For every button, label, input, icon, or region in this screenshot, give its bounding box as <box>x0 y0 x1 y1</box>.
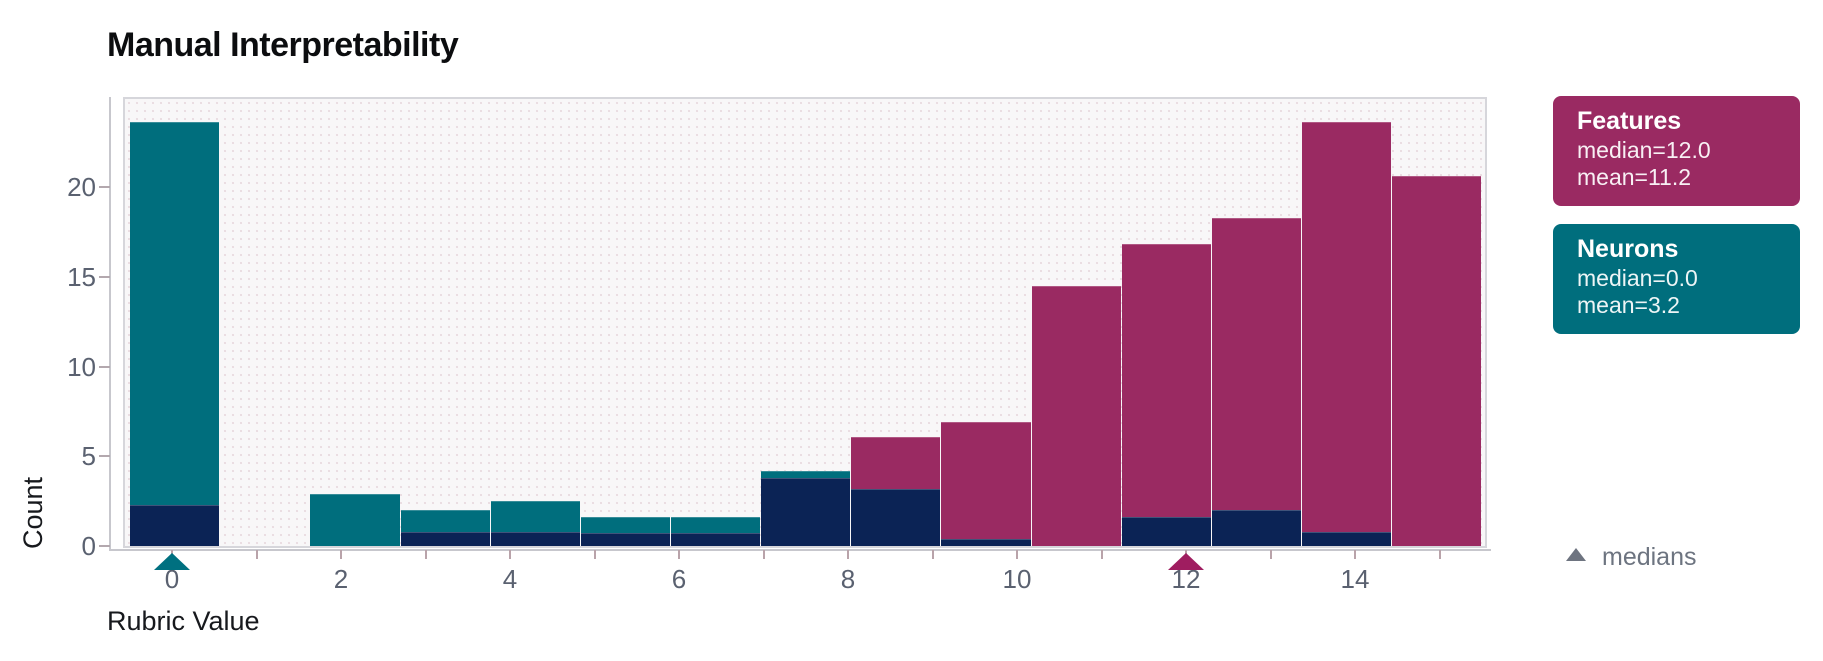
x-axis-tick <box>847 550 849 559</box>
legend-neurons-title: Neurons <box>1577 235 1679 263</box>
legend-neurons-median: median=0.0 <box>1577 265 1698 291</box>
legend-features-title: Features <box>1577 107 1682 135</box>
x-tick-label: 8 <box>840 564 856 594</box>
features-median-marker <box>1168 553 1204 570</box>
y-axis-tick <box>99 455 110 458</box>
y-tick-label: 5 <box>81 441 96 472</box>
histogram-neurons-segment <box>130 122 220 505</box>
x-tick-label: 0 <box>164 564 180 594</box>
x-axis-tick <box>762 550 765 559</box>
x-axis-tick <box>1438 550 1441 559</box>
histogram-neurons-segment <box>761 470 851 478</box>
x-axis-tick <box>1354 550 1356 559</box>
legend-features-mean: mean=11.2 <box>1577 164 1692 190</box>
histogram-features-segment <box>851 436 941 489</box>
histogram-overlap-segment <box>851 488 941 546</box>
histogram-neurons-segment <box>580 517 671 534</box>
histogram-overlap-segment <box>580 533 671 546</box>
x-tick-label: 6 <box>671 564 687 594</box>
chart-title: Manual Interpretability <box>107 26 459 64</box>
legend-neurons-mean: mean=3.2 <box>1577 292 1680 318</box>
x-tick-label: 10 <box>1002 564 1032 594</box>
x-tick-label: 14 <box>1340 564 1370 594</box>
x-axis-tick <box>931 550 934 559</box>
x-axis-tick <box>509 550 511 559</box>
histogram-neurons-segment <box>671 517 761 534</box>
y-tick-label: 15 <box>67 261 96 292</box>
y-tick-label: 10 <box>67 351 96 382</box>
histogram-overlap-segment <box>1302 531 1392 546</box>
legend-features-median: median=12.0 <box>1577 137 1711 163</box>
x-axis-tick <box>678 550 680 559</box>
histogram-neurons-segment <box>310 493 400 546</box>
legend-neurons: Neurons median=0.0 mean=3.2 <box>1553 224 1800 334</box>
histogram-neurons-segment <box>400 510 490 532</box>
y-axis-title: Count <box>18 476 48 550</box>
histogram-features-segment <box>941 422 1031 539</box>
y-axis-tick <box>99 275 110 278</box>
histogram-overlap-segment <box>761 477 851 546</box>
y-axis-line <box>109 97 111 551</box>
histogram-overlap-segment <box>941 538 1031 546</box>
x-axis-title: Rubric Value <box>107 606 260 636</box>
x-axis-line <box>109 549 1491 551</box>
x-axis-tick <box>424 550 427 559</box>
histogram-features-segment <box>1121 244 1211 518</box>
histogram-features-segment <box>1392 176 1482 546</box>
neurons-median-marker <box>154 553 190 570</box>
histogram-features-segment <box>1031 285 1121 546</box>
medians-legend-label: medians <box>1602 543 1697 571</box>
histogram-neurons-segment <box>490 501 580 532</box>
y-tick-label: 0 <box>81 531 96 561</box>
x-axis-tick <box>1016 550 1018 559</box>
histogram-overlap-segment <box>1121 517 1211 546</box>
y-axis-tick <box>99 365 110 368</box>
histogram-features-segment <box>1211 217 1301 511</box>
x-axis-tick <box>1269 550 1272 559</box>
y-axis-tick <box>99 186 110 188</box>
histogram-overlap-segment <box>130 504 220 546</box>
histogram-overlap-segment <box>400 531 490 546</box>
x-tick-label: 4 <box>502 564 518 594</box>
median-triangle-icon <box>1566 548 1586 561</box>
x-tick-label: 2 <box>333 564 349 594</box>
y-axis-tick <box>99 545 110 547</box>
histogram-features-segment <box>1302 122 1392 532</box>
x-axis-tick <box>255 550 258 559</box>
x-axis-tick <box>340 550 342 559</box>
x-axis-tick <box>593 550 596 559</box>
x-axis-tick <box>1100 550 1103 559</box>
legend-features: Features median=12.0 mean=11.2 <box>1553 96 1800 206</box>
histogram-overlap-segment <box>1211 510 1301 546</box>
y-tick-label: 20 <box>67 172 96 202</box>
histogram-overlap-segment <box>490 531 580 546</box>
histogram-overlap-segment <box>671 533 761 546</box>
